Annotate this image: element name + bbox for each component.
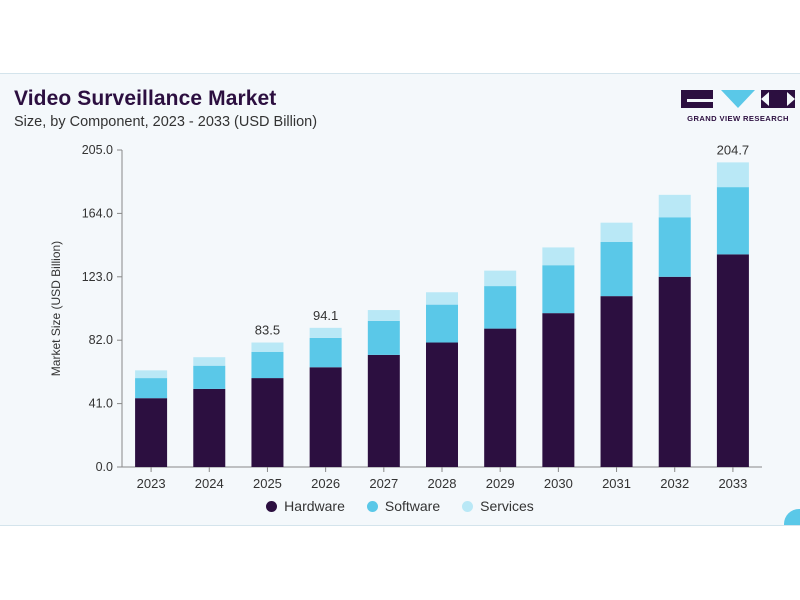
bars	[135, 162, 749, 467]
x-tick-label: 2032	[660, 476, 689, 491]
bar-software-2024	[193, 365, 226, 389]
x-tick-label: 2028	[428, 476, 457, 491]
legend-swatch	[462, 500, 474, 512]
bar-services-2025	[251, 342, 284, 352]
bar-hardware-2031	[600, 296, 633, 467]
x-axis-ticks: 2023 2024 2025 2026 2027 2028 2029 2030 2031 2032…	[137, 467, 747, 491]
data-label-2033: 204.7	[717, 142, 750, 157]
x-tick-label: 2024	[195, 476, 224, 491]
bar-hardware-2029	[484, 328, 517, 467]
bar-services-2032	[658, 194, 691, 218]
bar-services-2029	[484, 270, 517, 287]
y-tick-label: 164.0	[82, 206, 113, 220]
bar-hardware-2028	[426, 342, 458, 467]
legend-item-software: Software	[366, 498, 441, 514]
bar-software-2026	[309, 337, 342, 368]
legend-label: Hardware	[284, 498, 345, 514]
x-tick-label: 2033	[718, 476, 747, 491]
legend-item-services: Services	[462, 498, 534, 514]
page-subtitle: Size, by Component, 2023 - 2033 (USD Bil…	[14, 114, 318, 130]
grand-view-research-logo: GRAND VIEW RESEARCH	[681, 90, 795, 130]
bar-services-2026	[309, 327, 342, 338]
corner-decoration	[784, 509, 800, 525]
page-title: Video Surveillance Market	[14, 87, 277, 110]
x-tick-label: 2023	[137, 476, 166, 491]
legend: Hardware Software Services	[0, 496, 800, 516]
x-tick-label: 2029	[486, 476, 515, 491]
bar-software-2030	[542, 265, 575, 314]
bar-software-2032	[658, 217, 691, 277]
bar-software-2033	[716, 187, 749, 255]
bar-services-2023	[135, 370, 168, 379]
y-tick-label: 205.0	[82, 143, 113, 157]
bar-hardware-2025	[251, 378, 284, 467]
data-label-2026: 94.1	[313, 308, 338, 323]
bar-software-2028	[426, 304, 458, 343]
bar-software-2025	[251, 351, 284, 379]
y-tick-label: 41.0	[89, 397, 113, 411]
bar-services-2030	[542, 247, 575, 266]
data-label-2025: 83.5	[255, 323, 280, 338]
bar-hardware-2030	[542, 313, 575, 467]
y-tick-label: 0.0	[96, 460, 113, 474]
bar-hardware-2024	[193, 388, 226, 467]
bar-hardware-2033	[716, 254, 749, 467]
bar-services-2028	[426, 292, 458, 305]
y-tick-label: 82.0	[89, 333, 113, 347]
y-axis-ticks: 0.0 41.0 82.0 123.0 164.0 205.0	[82, 143, 122, 474]
bar-software-2031	[600, 242, 633, 297]
stacked-bar-chart: 0.0 41.0 82.0 123.0 164.0 205.0 Market Size (…	[49, 142, 762, 491]
chart-card: Video Surveillance Market Size, by Compo…	[0, 73, 800, 526]
bar-hardware-2026	[309, 367, 342, 467]
bar-services-2031	[600, 222, 633, 243]
x-tick-label: 2030	[544, 476, 573, 491]
bar-software-2027	[367, 320, 400, 355]
bar-services-2033	[716, 162, 749, 188]
legend-swatch	[266, 500, 278, 512]
x-tick-label: 2031	[602, 476, 631, 491]
bar-software-2023	[135, 378, 168, 399]
legend-item-hardware: Hardware	[266, 498, 345, 514]
bar-hardware-2027	[367, 354, 400, 467]
y-axis-label: Market Size (USD Billion)	[49, 241, 63, 376]
bar-services-2027	[367, 310, 400, 321]
legend-label: Software	[384, 498, 441, 514]
data-labels: 83.5 94.1 204.7	[255, 142, 749, 337]
logo-mark-icon	[681, 90, 795, 108]
legend-swatch	[366, 500, 378, 512]
bar-hardware-2023	[135, 398, 168, 467]
x-tick-label: 2027	[369, 476, 398, 491]
bar-software-2029	[484, 286, 517, 329]
legend-label: Services	[480, 498, 534, 514]
bar-services-2024	[193, 357, 226, 366]
y-tick-label: 123.0	[82, 270, 113, 284]
x-tick-label: 2025	[253, 476, 282, 491]
bar-hardware-2032	[658, 276, 691, 467]
logo-text: GRAND VIEW RESEARCH	[687, 114, 789, 123]
x-tick-label: 2026	[311, 476, 340, 491]
